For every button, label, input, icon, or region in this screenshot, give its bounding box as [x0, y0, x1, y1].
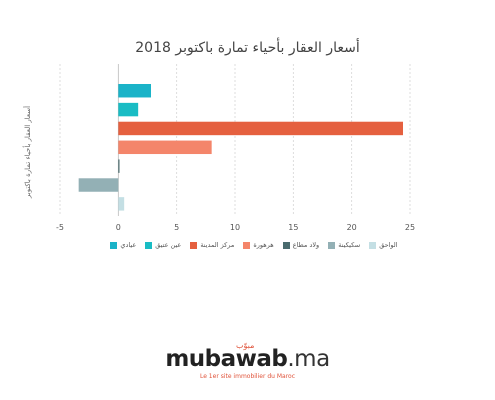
legend-swatch — [243, 241, 251, 249]
brand-tagline: Le 1er site immobilier du Maroc — [199, 373, 296, 380]
legend-label: ولاد مطاع — [292, 241, 320, 249]
legend-label: هرهورة — [253, 241, 274, 249]
bar — [118, 121, 403, 136]
bar — [118, 140, 212, 155]
x-tick-label: -5 — [56, 223, 64, 232]
legend-item[interactable]: هرهورة — [243, 241, 274, 249]
legend-item[interactable]: مركز المدينة — [190, 241, 234, 249]
legend-label: عيادي — [120, 241, 137, 249]
legend-item[interactable]: سكيكينة — [328, 241, 360, 249]
brand-name: mubawab — [165, 346, 288, 372]
x-tick-label: 0 — [116, 223, 121, 232]
brand-logo: mubawab.ma — [0, 346, 495, 372]
x-tick-label: 10 — [230, 223, 240, 232]
legend-swatch — [110, 241, 118, 249]
legend: عيادي عين عتيق مركز المدينة هرهورة ولاد مطاع… — [104, 241, 404, 249]
bar — [118, 102, 139, 117]
bar — [118, 84, 151, 98]
legend-label: عين عتيق — [155, 241, 182, 249]
legend-swatch — [369, 241, 377, 249]
legend-label: سكيكينة — [338, 241, 361, 249]
x-tick-label: 5 — [174, 223, 179, 232]
legend-swatch — [328, 241, 336, 249]
bar — [78, 178, 119, 192]
bar — [118, 159, 120, 173]
legend-item[interactable]: الواحق — [369, 241, 398, 249]
brand-arabic: مبوّب — [236, 341, 255, 350]
brand-tld: .ma — [287, 346, 330, 372]
legend-swatch — [190, 241, 198, 249]
chart-title: أسعار العقار بأحياء تمارة باكتوبر 2018 — [135, 40, 360, 56]
legend-label: مركز المدينة — [200, 241, 235, 249]
legend-item[interactable]: ولاد مطاع — [282, 241, 320, 249]
legend-item[interactable]: عين عتيق — [145, 241, 181, 249]
x-tick-label: 20 — [347, 223, 357, 232]
legend-label: الواحق — [379, 241, 398, 249]
legend-swatch — [145, 241, 153, 249]
legend-item[interactable]: عيادي — [110, 241, 136, 249]
x-tick-label: 25 — [405, 223, 415, 232]
bar — [118, 197, 125, 211]
legend-swatch — [282, 241, 290, 249]
x-tick-label: 15 — [288, 223, 298, 232]
